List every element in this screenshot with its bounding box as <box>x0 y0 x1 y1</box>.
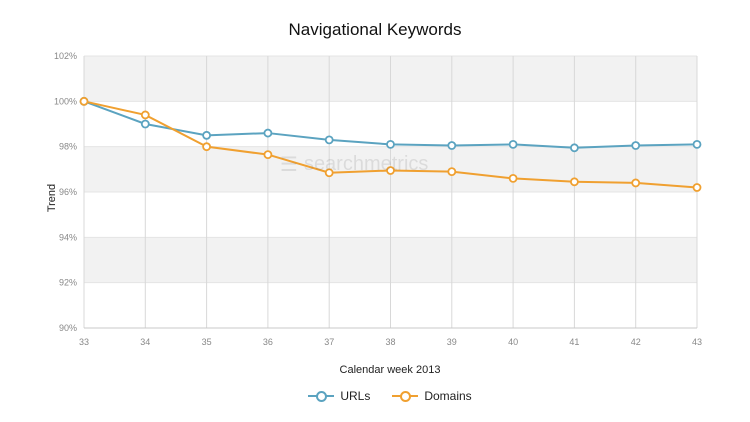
data-point-urls <box>692 139 702 149</box>
y-tick-label: 96% <box>59 187 77 197</box>
watermark-text: searchmetrics <box>303 153 429 175</box>
y-tick-label: 94% <box>59 232 77 242</box>
legend-item-domains[interactable]: Domains <box>392 389 472 403</box>
legend-label: URLs <box>340 389 371 403</box>
legend-swatch <box>392 391 419 402</box>
x-tick-label: 38 <box>385 337 395 347</box>
x-tick-label: 33 <box>79 337 89 347</box>
chart-title: Navigational Keywords <box>288 20 462 39</box>
y-tick-label: 102% <box>54 51 77 61</box>
y-tick-label: 92% <box>59 278 77 288</box>
data-point-urls <box>386 139 395 149</box>
legend-label: Domains <box>424 389 472 403</box>
watermark: ☰ searchmetrics <box>280 152 428 177</box>
x-tick-label: 42 <box>631 337 641 347</box>
data-point-urls <box>631 141 641 150</box>
y-tick-label: 100% <box>54 96 77 106</box>
x-tick-label: 36 <box>263 337 273 347</box>
x-tick-label: 39 <box>447 337 457 347</box>
x-axis-label: Calendar week 2013 <box>339 364 441 376</box>
data-point-domains <box>386 166 395 175</box>
data-point-domains <box>447 167 457 177</box>
data-point-domains <box>79 96 89 106</box>
data-point-domains <box>263 150 273 160</box>
y-axis-label: Trend <box>46 183 58 213</box>
x-tick-label: 37 <box>324 337 334 347</box>
data-point-urls <box>508 139 518 149</box>
data-point-domains <box>324 168 334 178</box>
data-point-urls <box>570 143 579 153</box>
data-point-domains <box>631 178 641 188</box>
data-point-domains <box>140 110 150 120</box>
y-tick-label: 98% <box>59 142 77 152</box>
data-point-urls <box>263 128 273 138</box>
x-tick-label: 35 <box>202 337 212 347</box>
x-tick-label: 41 <box>569 337 579 347</box>
data-point-domains <box>692 183 702 192</box>
data-point-urls <box>140 119 150 129</box>
legend: URLs Domains <box>0 389 750 403</box>
data-point-domains <box>508 173 518 183</box>
x-tick-label: 40 <box>508 337 518 347</box>
watermark-logo-icon: ☰ <box>280 154 298 176</box>
data-point-urls <box>202 130 212 140</box>
legend-item-urls[interactable]: URLs <box>308 389 370 403</box>
x-tick-label: 43 <box>692 337 702 347</box>
data-point-domains <box>202 142 212 152</box>
data-point-urls <box>447 141 457 150</box>
legend-swatch <box>308 391 335 402</box>
y-tick-label: 90% <box>59 323 77 333</box>
data-point-urls <box>324 135 334 145</box>
x-tick-label: 34 <box>140 337 150 347</box>
data-point-domains <box>570 177 579 187</box>
